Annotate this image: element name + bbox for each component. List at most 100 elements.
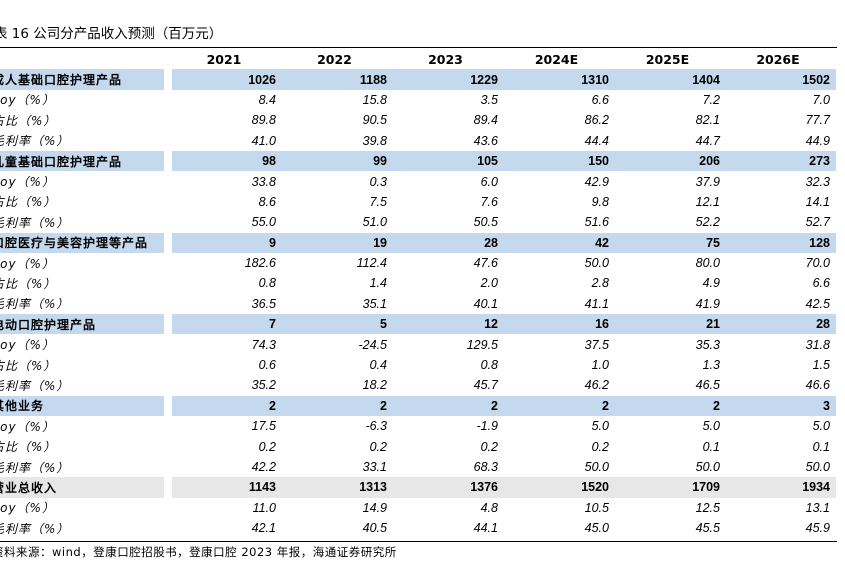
table-cell: 55.0	[251, 215, 276, 230]
table-cell: 0.6	[258, 358, 276, 373]
table-cell: 1.4	[369, 276, 387, 291]
table-cell: 77.7	[805, 113, 830, 128]
table-cell: 3	[726, 395, 836, 417]
table-cell: 1.5	[812, 358, 830, 373]
table-cell: 273	[726, 150, 836, 172]
table-cell: 112.4	[356, 256, 387, 271]
table-cell: -6.3	[365, 419, 387, 434]
row-label: 毛利率（%）	[0, 134, 70, 149]
row-label: 毛利率（%）	[0, 297, 70, 312]
table-cell: 45.9	[805, 521, 830, 536]
table-cell: 35.3	[695, 337, 720, 352]
table-row: 占比（%） 0.2 0.2 0.2 0.2 0.1 0.1	[0, 436, 836, 456]
table-cell: 2.0	[480, 276, 498, 291]
table-row: yoy（%） 33.8 0.3 6.0 42.9 37.9 32.3	[0, 171, 836, 191]
row-label: yoy（%）	[0, 256, 55, 271]
table-cell: 46.6	[805, 378, 830, 393]
table-cell: 1934	[726, 477, 836, 498]
section-row: 口腔医疗与美容护理等产品 9 19 28 42 75 128	[0, 232, 836, 253]
table-cell: 129.5	[466, 337, 498, 352]
table-cell: 10.5	[584, 500, 609, 515]
table-cell: 18.2	[362, 378, 387, 393]
row-label: 成人基础口腔护理产品	[0, 69, 164, 90]
row-label: 电动口腔护理产品	[0, 314, 164, 335]
section-row: 电动口腔护理产品 7 5 12 16 21 28	[0, 314, 836, 335]
table-cell: 47.6	[473, 256, 498, 271]
table-cell: 5.0	[591, 419, 609, 434]
row-label: 毛利率（%）	[0, 215, 70, 230]
table-cell: 37.5	[584, 337, 609, 352]
table-cell: 42	[504, 232, 615, 253]
table-cell: 82.1	[695, 113, 720, 128]
table-row: yoy（%） 74.3 -24.5 129.5 37.5 35.3 31.8	[0, 334, 836, 354]
table-cell: 44.4	[584, 133, 609, 148]
table-cell: 0.8	[480, 358, 498, 373]
table-cell: 7.2	[702, 92, 720, 107]
table-row: 占比（%） 8.6 7.5 7.6 9.8 12.1 14.1	[0, 192, 836, 212]
table-cell: 51.6	[584, 215, 609, 230]
table-cell: 37.9	[695, 174, 720, 189]
table-cell: 5.0	[702, 419, 720, 434]
table-row: 毛利率（%） 36.5 35.1 40.1 41.1 41.9 42.5	[0, 294, 836, 314]
table-cell: 35.1	[362, 296, 387, 311]
table-cell: 12	[393, 314, 504, 335]
title-divider	[0, 47, 837, 48]
table-cell: 4.9	[702, 276, 720, 291]
table-cell: 32.3	[805, 174, 830, 189]
column-header: 2022	[317, 51, 352, 67]
table-cell: 36.5	[251, 296, 276, 311]
table-cell: 14.9	[362, 500, 387, 515]
table-cell: 90.5	[362, 113, 387, 128]
row-label: 占比（%）	[0, 195, 57, 210]
table-cell: 28	[726, 314, 836, 335]
table-cell: 42.9	[584, 174, 609, 189]
table-cell: 1026	[172, 69, 282, 90]
table-cell: 40.1	[473, 296, 498, 311]
table-cell: 2	[504, 395, 615, 417]
table-cell: 70.0	[805, 256, 830, 271]
table-cell: 52.2	[695, 215, 720, 230]
table-cell: 7	[172, 314, 282, 335]
row-label: 占比（%）	[0, 440, 57, 455]
table-cell: 2	[282, 395, 393, 417]
table-cell: 206	[615, 150, 726, 172]
table-row: 毛利率（%） 35.2 18.2 45.7 46.2 46.5 46.6	[0, 375, 836, 395]
table-title: 表 16 公司分产品收入预测（百万元）	[0, 26, 223, 42]
table-cell: 5	[282, 314, 393, 335]
table-cell: 51.0	[362, 215, 387, 230]
table-cell: 41.1	[584, 296, 609, 311]
table-row: yoy（%） 11.0 14.9 4.8 10.5 12.5 13.1	[0, 498, 836, 518]
table-cell: 2	[393, 395, 504, 417]
table-cell: 41.9	[695, 296, 720, 311]
table-cell: 0.2	[369, 439, 387, 454]
table-cell: 42.2	[251, 460, 276, 474]
table-row: 占比（%） 0.6 0.4 0.8 1.0 1.3 1.5	[0, 355, 836, 375]
table-cell: 7.5	[369, 194, 387, 209]
table-cell: 45.5	[695, 521, 720, 536]
table-cell: 45.0	[584, 521, 609, 536]
row-label: 毛利率（%）	[0, 521, 70, 536]
table-cell: 33.8	[251, 174, 276, 189]
table-cell: 14.1	[805, 194, 830, 209]
table-cell: 1.3	[702, 358, 720, 373]
table-cell: 1143	[172, 477, 282, 498]
table-cell: 1229	[393, 69, 504, 90]
table-cell: 2	[615, 395, 726, 417]
table-cell: 68.3	[473, 460, 498, 474]
table-cell: -24.5	[358, 337, 388, 352]
table-cell: 35.2	[251, 378, 276, 393]
table-cell: 0.2	[591, 439, 609, 454]
table-cell: 46.2	[584, 378, 609, 393]
table-cell: 1310	[504, 69, 615, 90]
table-cell: 28	[393, 232, 504, 253]
table-cell: 50.0	[695, 460, 720, 474]
table-cell: 86.2	[584, 113, 609, 128]
table-cell: 0.8	[258, 276, 276, 291]
table-row: yoy（%） 8.4 15.8 3.5 6.6 7.2 7.0	[0, 90, 836, 110]
row-label: yoy（%）	[0, 501, 55, 516]
table-cell: 45.7	[473, 378, 498, 393]
table-cell: 2	[172, 395, 282, 417]
table-cell: 99	[282, 150, 393, 172]
table-cell: 41.0	[251, 133, 276, 148]
